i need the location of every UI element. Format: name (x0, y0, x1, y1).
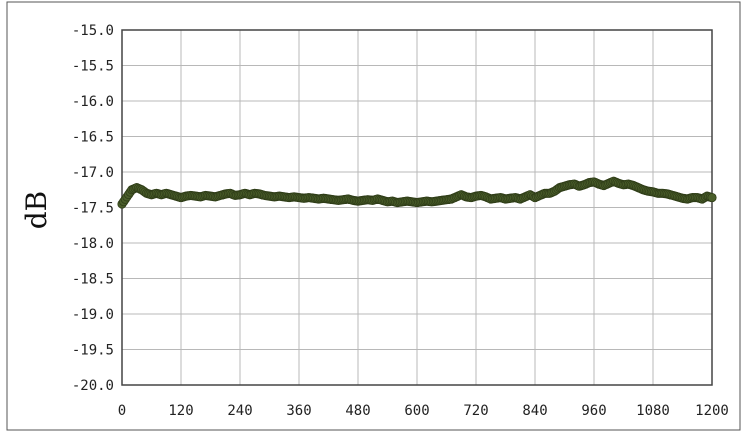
data-points (117, 176, 717, 209)
y-tick-label: -18.5 (72, 272, 114, 288)
y-tick-label: -20.0 (72, 378, 114, 394)
y-tick-label: -19.0 (72, 307, 114, 323)
x-tick-label: 240 (227, 403, 252, 419)
y-axis-label: dB (20, 191, 53, 230)
x-tick-label: 120 (168, 403, 193, 419)
y-tick-label: -17.0 (72, 165, 114, 181)
x-tick-label: 0 (118, 403, 126, 419)
y-tick-label: -15.0 (72, 23, 114, 39)
data-point (707, 192, 717, 203)
y-tick-label: -18.0 (72, 236, 114, 252)
chart-frame (6, 1, 741, 431)
x-tick-label: 1080 (636, 403, 670, 419)
y-tick-label: -17.5 (72, 201, 114, 217)
y-tick-label: -19.5 (72, 343, 114, 359)
x-tick-label: 960 (581, 403, 606, 419)
x-tick-label: 1200 (695, 403, 729, 419)
y-tick-label: -16.0 (72, 94, 114, 110)
x-tick-label: 480 (345, 403, 370, 419)
x-tick-label: 840 (522, 403, 547, 419)
y-axis-ticks: -15.0 -15.5 -16.0 -16.5 -17.0 -17.5 -18.0 -18.5… (72, 23, 114, 394)
x-tick-label: 600 (404, 403, 429, 419)
x-axis-ticks: 0 120 240 360 480 600 720 840 960 1080 1200 (118, 403, 729, 419)
y-tick-label: -16.5 (72, 130, 114, 146)
y-tick-label: -15.5 (72, 59, 114, 75)
x-tick-label: 720 (463, 403, 488, 419)
x-tick-label: 360 (286, 403, 311, 419)
